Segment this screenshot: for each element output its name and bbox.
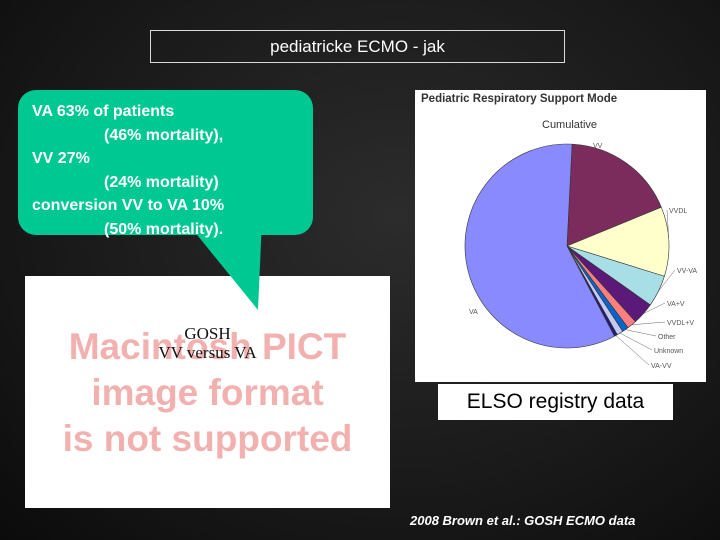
pie-chart-panel: Pediatric Respiratory Support Mode Cumul… — [415, 90, 706, 382]
pict-text-line-2: image format — [91, 372, 324, 413]
pie-leader-va-vv — [615, 335, 650, 366]
pie-label-vvdl: VVDL — [669, 208, 687, 215]
pie-leader-vvdl — [666, 209, 670, 242]
pie-label-other: Other — [658, 334, 676, 341]
pict-unsupported-text: Macintosh PICT image format is not suppo… — [25, 324, 390, 462]
chart-title: Pediatric Respiratory Support Mode — [421, 93, 617, 105]
callout-line-conversion-mortality: (50% mortality). — [104, 220, 224, 238]
pie-leader-va-v — [643, 302, 666, 314]
pie-label-va: VA — [469, 309, 478, 316]
pie-label-va-v: VA+V — [667, 301, 685, 308]
gosh-caption-line-2: VV versus VA — [158, 343, 257, 362]
pie-chart: Pediatric Respiratory Support Mode Cumul… — [421, 93, 697, 370]
pict-text-line-3: is not supported — [62, 418, 353, 459]
pict-text-line-1: Macintosh PICT — [68, 326, 347, 367]
gosh-caption-line-1: GOSH — [184, 324, 231, 343]
pie-label-va-vv: VA-VV — [651, 363, 672, 370]
pie-label-vvdl-v: VVDL+V — [667, 320, 694, 327]
callout-line-va: VA 63% of patients — [32, 103, 175, 120]
pie-leader-vv-va — [658, 269, 676, 292]
slide-title: pediatricke ECMO - jak — [150, 30, 565, 63]
pie-slice-vv — [566, 143, 662, 247]
pie-leader-unknown — [619, 332, 653, 351]
pie-label-unknown: Unknown — [654, 348, 683, 355]
callout-line-va-mortality: (46% mortality), — [104, 126, 224, 144]
pict-placeholder-image: Macintosh PICT image format is not suppo… — [25, 276, 390, 508]
pie-leader-other — [625, 329, 657, 337]
pie-label-vv-va: VV-VA — [677, 268, 697, 275]
chart-subtitle: Cumulative — [542, 119, 597, 131]
callout-line-vv-mortality: (24% mortality) — [104, 173, 219, 191]
pie-slice-va — [464, 143, 615, 349]
callout-line-vv: VV 27% — [32, 150, 90, 167]
statistics-callout: VA 63% of patients (46% mortality), VV 2… — [18, 90, 313, 238]
citation-footer: 2008 Brown et al.: GOSH ECMO data — [410, 513, 636, 528]
elso-registry-label: ELSO registry data — [438, 384, 673, 420]
callout-line-conversion: conversion VV to VA 10% — [32, 197, 225, 214]
pie-label-vv: VV — [593, 143, 603, 150]
gosh-caption: GOSH VV versus VA — [25, 324, 390, 362]
pie-leader-vvdl-v — [631, 321, 666, 326]
